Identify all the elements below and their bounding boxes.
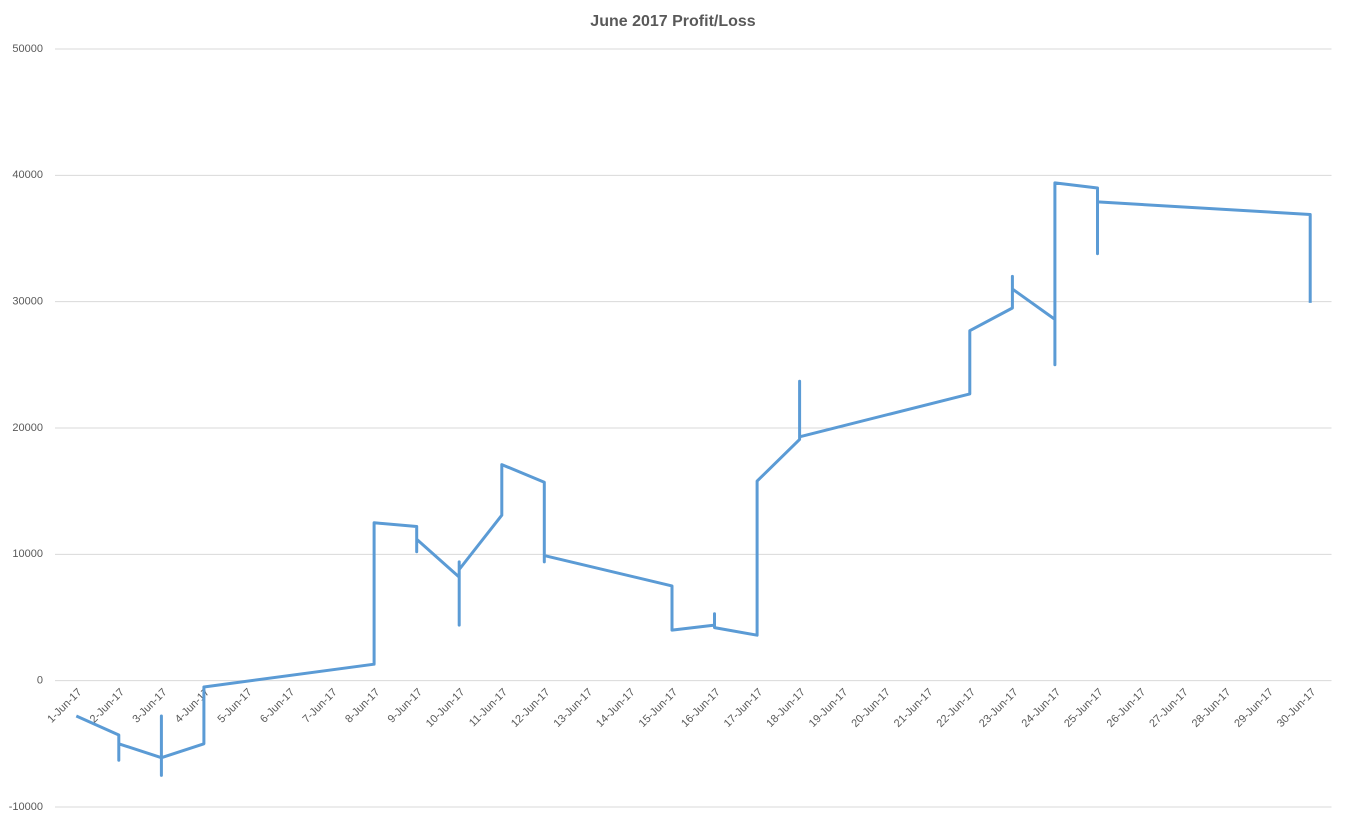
x-tick-label: 15-Jun-17 — [637, 686, 681, 730]
x-tick-label: 7-Jun-17 — [301, 686, 340, 725]
x-tick-label: 8-Jun-17 — [343, 686, 382, 725]
x-tick-label: 4-Jun-17 — [173, 686, 212, 725]
x-tick-label: 5-Jun-17 — [215, 686, 254, 725]
y-tick-label: 50000 — [12, 43, 43, 55]
x-tick-label: 17-Jun-17 — [722, 686, 766, 730]
y-tick-label: 20000 — [12, 422, 43, 434]
y-tick-label: 40000 — [12, 169, 43, 181]
x-tick-label: 3-Jun-17 — [130, 686, 169, 725]
x-tick-label: 6-Jun-17 — [258, 686, 297, 725]
y-tick-label: 10000 — [12, 548, 43, 560]
x-tick-label: 22-Jun-17 — [934, 686, 978, 730]
x-tick-label: 25-Jun-17 — [1062, 686, 1106, 730]
x-tick-label: 18-Jun-17 — [764, 686, 808, 730]
x-tick-label: 19-Jun-17 — [807, 686, 851, 730]
x-tick-label: 14-Jun-17 — [594, 686, 638, 730]
x-tick-label: 21-Jun-17 — [892, 686, 936, 730]
x-tick-label: 16-Jun-17 — [679, 686, 723, 730]
x-tick-label: 2-Jun-17 — [88, 686, 127, 725]
y-tick-label: 30000 — [12, 296, 43, 308]
x-tick-label: 20-Jun-17 — [849, 686, 893, 730]
x-tick-label: 9-Jun-17 — [386, 686, 425, 725]
x-tick-label: 30-Jun-17 — [1275, 686, 1319, 730]
y-tick-label: 0 — [37, 675, 43, 687]
x-tick-label: 13-Jun-17 — [552, 686, 596, 730]
x-tick-label: 28-Jun-17 — [1190, 686, 1234, 730]
x-tick-label: 10-Jun-17 — [424, 686, 468, 730]
y-tick-label: -10000 — [9, 801, 43, 813]
chart-title: June 2017 Profit/Loss — [590, 13, 755, 30]
x-tick-label: 27-Jun-17 — [1147, 686, 1191, 730]
x-tick-label: 23-Jun-17 — [977, 686, 1021, 730]
x-tick-label: 29-Jun-17 — [1232, 686, 1276, 730]
x-tick-label: 11-Jun-17 — [467, 686, 510, 729]
data-line — [75, 181, 1312, 777]
x-tick-label: 24-Jun-17 — [1020, 686, 1064, 730]
x-tick-label: 1-Jun-17 — [45, 686, 84, 725]
x-tick-label: 26-Jun-17 — [1105, 686, 1149, 730]
x-tick-label: 12-Jun-17 — [509, 686, 553, 730]
